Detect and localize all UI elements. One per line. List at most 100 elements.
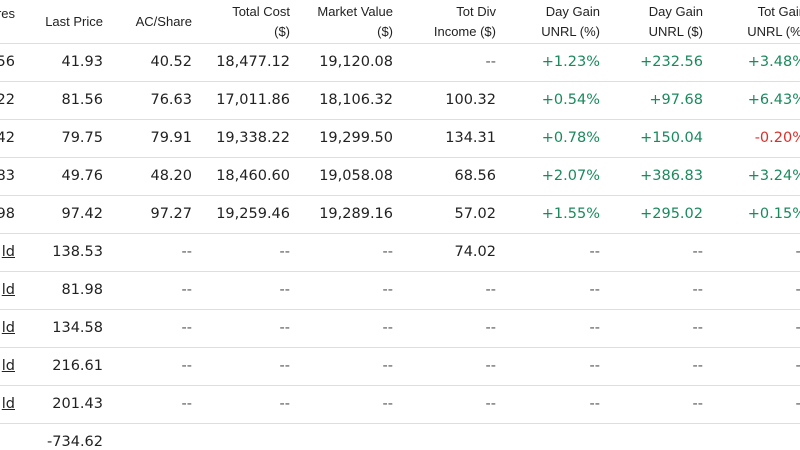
cell-total-cost: 18,460.60 <box>216 168 290 184</box>
cell-shares[interactable]: ld <box>1 282 15 298</box>
cell-day-gain-usd: -- <box>692 282 703 298</box>
header-total-cost-line2: ($) <box>274 24 290 39</box>
cell-total-cost: -- <box>279 358 290 374</box>
cell-ac-share: -- <box>181 358 192 374</box>
cell-tot-div-income: 100.32 <box>445 92 496 108</box>
cell-total-cost: 19,259.46 <box>216 206 290 222</box>
cell-day-gain-pct: +1.55% <box>541 206 600 222</box>
cell-market-value: -- <box>382 396 393 412</box>
cell-total-cost: -- <box>279 244 290 260</box>
cell-last-price: 81.56 <box>61 92 103 108</box>
cell-tot-gain-pct: +6.43% <box>747 92 800 108</box>
cell-market-value: -- <box>382 358 393 374</box>
header-day-gain-pct[interactable]: Day Gain UNRL (%) <box>541 2 600 42</box>
header-tot-gain-pct[interactable]: Tot Gain UNRL (%) <box>747 2 800 42</box>
header-market-value-line2: ($) <box>377 24 393 39</box>
cell-day-gain-usd: +97.68 <box>649 92 703 108</box>
table-body: 56 41.93 40.52 18,477.12 19,120.08 -- +1.23% +2… <box>0 43 800 423</box>
header-shares[interactable]: res <box>0 4 15 24</box>
header-market-value[interactable]: Market Value ($) <box>317 2 393 42</box>
cell-market-value: 18,106.32 <box>319 92 393 108</box>
header-day-gain-usd-line2: UNRL ($) <box>648 24 703 39</box>
cell-total-cost: 17,011.86 <box>216 92 290 108</box>
cell-tot-gain-pct: +3.48% <box>747 54 800 70</box>
cell-last-price: 138.53 <box>52 244 103 260</box>
cell-last-price: 81.98 <box>61 282 103 298</box>
cell-market-value: -- <box>382 320 393 336</box>
cell-ac-share: -- <box>181 244 192 260</box>
cell-ac-share: 40.52 <box>150 54 192 70</box>
table-header: res Last Price AC/Share Total Cost ($) M… <box>0 0 800 43</box>
cell-tot-gain-pct: +3.24% <box>747 168 800 184</box>
cell-last-price: 134.58 <box>52 320 103 336</box>
cell-shares: 22 <box>0 92 15 108</box>
cell-shares: 56 <box>0 54 15 70</box>
cell-ac-share: -- <box>181 282 192 298</box>
cell-tot-div-income: -- <box>485 358 496 374</box>
cell-shares[interactable]: ld <box>1 244 15 260</box>
cell-total-cost: -- <box>279 396 290 412</box>
table-row[interactable]: ld 81.98 -- -- -- -- -- -- -- <box>0 271 800 309</box>
header-day-gain-pct-line2: UNRL (%) <box>541 24 600 39</box>
cell-tot-div-income: -- <box>485 282 496 298</box>
footer-last-price: -734.62 <box>47 434 103 450</box>
cell-market-value: 19,120.08 <box>319 54 393 70</box>
table-row[interactable]: ld 216.61 -- -- -- -- -- -- -- <box>0 347 800 385</box>
table-row[interactable]: ld 134.58 -- -- -- -- -- -- -- <box>0 309 800 347</box>
cell-market-value: 19,299.50 <box>319 130 393 146</box>
cell-day-gain-pct: -- <box>589 244 600 260</box>
cell-total-cost: 18,477.12 <box>216 54 290 70</box>
cell-day-gain-usd: -- <box>692 396 703 412</box>
cell-market-value: -- <box>382 282 393 298</box>
cell-day-gain-usd: +232.56 <box>640 54 703 70</box>
header-tot-div-income[interactable]: Tot Div Income ($) <box>434 2 496 42</box>
table-row[interactable]: ld 201.43 -- -- -- -- -- -- -- <box>0 385 800 423</box>
header-shares-label: res <box>0 6 15 21</box>
cell-ac-share: 48.20 <box>150 168 192 184</box>
cell-day-gain-usd: -- <box>692 358 703 374</box>
cell-day-gain-pct: +1.23% <box>541 54 600 70</box>
cell-ac-share: -- <box>181 320 192 336</box>
header-tot-gain-pct-line2: UNRL (%) <box>747 24 800 39</box>
cell-day-gain-pct: +2.07% <box>541 168 600 184</box>
cell-last-price: 79.75 <box>61 130 103 146</box>
header-tot-div-line2: Income ($) <box>433 24 496 39</box>
cell-last-price: 216.61 <box>52 358 103 374</box>
cell-last-price: 49.76 <box>61 168 103 184</box>
cell-tot-gain-pct: -- <box>796 234 800 271</box>
header-ac-share[interactable]: AC/Share <box>136 12 192 32</box>
table-row[interactable]: 83 49.76 48.20 18,460.60 19,058.08 68.56 +2.07… <box>0 157 800 195</box>
cell-tot-div-income: 68.56 <box>454 168 496 184</box>
cell-day-gain-usd: +295.02 <box>640 206 703 222</box>
cell-tot-gain-pct: +0.15% <box>747 206 800 222</box>
cell-market-value: -- <box>382 244 393 260</box>
cell-tot-gain-pct: -- <box>796 386 800 423</box>
header-total-cost-line1: Total Cost <box>232 4 290 19</box>
cell-shares[interactable]: ld <box>1 358 15 374</box>
cell-tot-div-income: 74.02 <box>454 244 496 260</box>
header-total-cost[interactable]: Total Cost ($) <box>232 2 290 42</box>
header-last-price-label: Last Price <box>45 14 103 29</box>
header-day-gain-usd[interactable]: Day Gain UNRL ($) <box>649 2 703 42</box>
table-row[interactable]: 56 41.93 40.52 18,477.12 19,120.08 -- +1.23% +2… <box>0 43 800 81</box>
cell-last-price: 41.93 <box>61 54 103 70</box>
cell-shares: 98 <box>0 206 15 222</box>
cell-day-gain-pct: -- <box>589 396 600 412</box>
cell-ac-share: 79.91 <box>150 130 192 146</box>
table-row[interactable]: ld 138.53 -- -- -- 74.02 -- -- -- <box>0 233 800 271</box>
table-row[interactable]: 42 79.75 79.91 19,338.22 19,299.50 134.31 +0.7… <box>0 119 800 157</box>
header-last-price[interactable]: Last Price <box>45 12 103 32</box>
cell-total-cost: -- <box>279 282 290 298</box>
cell-tot-gain-pct: -0.20% <box>754 130 800 146</box>
cell-day-gain-pct: +0.78% <box>541 130 600 146</box>
table-row[interactable]: 22 81.56 76.63 17,011.86 18,106.32 100.32 +0.5… <box>0 81 800 119</box>
header-market-value-line1: Market Value <box>317 4 393 19</box>
cell-shares[interactable]: ld <box>1 396 15 412</box>
cell-tot-div-income: -- <box>485 54 496 70</box>
cell-shares[interactable]: ld <box>1 320 15 336</box>
header-tot-div-line1: Tot Div <box>456 4 496 19</box>
cell-ac-share: 76.63 <box>150 92 192 108</box>
table-row[interactable]: 98 97.42 97.27 19,259.46 19,289.16 57.02 +1.55… <box>0 195 800 233</box>
cell-last-price: 97.42 <box>61 206 103 222</box>
